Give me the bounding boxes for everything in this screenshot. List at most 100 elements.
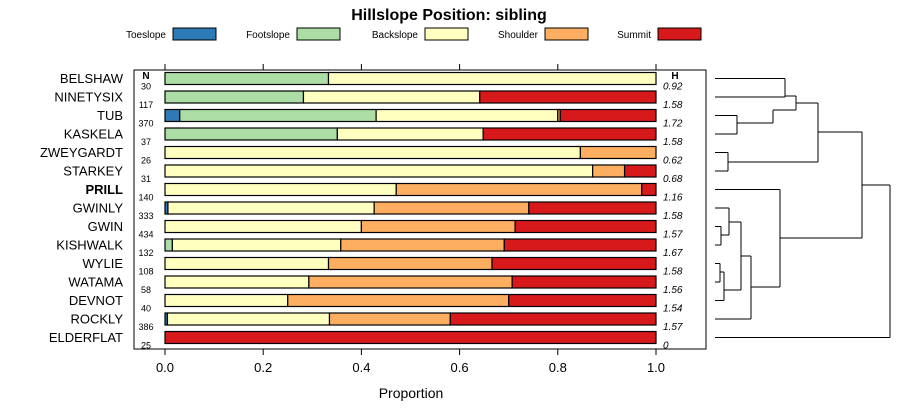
bar-segment-shoulder — [395, 182, 643, 197]
bar-segment-backslope — [336, 127, 484, 141]
bar-segment-summit — [491, 256, 657, 271]
row-label: GWINLY — [73, 201, 124, 216]
bar-segment-backslope — [164, 164, 594, 178]
n-value: 140 — [138, 193, 153, 203]
bar-segment-backslope — [327, 71, 657, 86]
bar-segment-shoulder — [308, 275, 513, 289]
bar-row: KASKELA 37 1.58 — [64, 127, 683, 149]
bar-segment-summit — [164, 330, 657, 345]
row-label: STARKEY — [63, 164, 123, 179]
legend-label-footslope: Footslope — [246, 30, 290, 41]
row-label: ZWEYGARDT — [40, 145, 123, 160]
bar-segment-shoulder — [373, 201, 530, 215]
n-value: 31 — [141, 174, 151, 184]
n-value: 117 — [139, 100, 153, 110]
n-value: 386 — [138, 322, 153, 332]
bar-segment-shoulder — [287, 293, 510, 308]
row-label: BELSHAW — [60, 71, 124, 86]
bar-segment-backslope — [164, 182, 397, 197]
column-headers: N H — [142, 71, 678, 82]
bar-segment-backslope — [166, 312, 331, 326]
dendrogram — [715, 78, 891, 338]
bar-row: ELDERFLAT 25 0 — [49, 330, 669, 352]
h-value: 0.92 — [663, 82, 683, 93]
row-label: GWIN — [88, 219, 123, 234]
x-axis: 0.0 0.2 0.4 0.6 0.8 1.0 — [156, 64, 665, 375]
plot-frame — [133, 69, 707, 350]
row-label: PRILL — [85, 182, 123, 197]
bar-segment-summit — [514, 219, 657, 234]
h-value: 0.68 — [663, 174, 683, 185]
bar-segment-shoulder — [327, 256, 493, 271]
n-value: 40 — [141, 304, 151, 314]
h-value: 0 — [663, 341, 669, 352]
bar-row: DEVNOT 40 1.54 — [69, 293, 683, 315]
row-label: KISHWALK — [56, 238, 123, 253]
bar-segment-summit — [508, 293, 657, 308]
legend-label-shoulder: Shoulder — [498, 30, 539, 41]
bar-row: PRILL 140 1.16 — [85, 182, 682, 204]
n-value: 25 — [141, 341, 151, 351]
x-axis-label: Proportion — [379, 385, 444, 401]
bar-segment-backslope — [164, 275, 310, 289]
bar-row: BELSHAW 30 0.92 — [60, 71, 683, 93]
bar-segment-shoulder — [328, 312, 451, 326]
n-value: 26 — [141, 156, 151, 166]
legend-swatch-toeslope — [172, 27, 217, 41]
n-value: 108 — [138, 267, 153, 277]
bar-row: TUB 370 1.72 — [97, 108, 683, 130]
bar-row: WATAMA 58 1.56 — [68, 275, 683, 297]
h-value: 1.16 — [663, 193, 683, 204]
row-label: ELDERFLAT — [49, 330, 123, 345]
bar-row: GWIN 434 1.57 — [88, 219, 683, 241]
row-label: NINETYSIX — [54, 90, 123, 105]
bar-row: ZWEYGARDT 26 0.62 — [40, 145, 683, 167]
bar-segment-footslope — [164, 238, 173, 252]
n-value: 132 — [138, 248, 153, 258]
bar-segment-backslope — [375, 108, 559, 123]
bar-row: NINETYSIX 117 1.58 — [54, 90, 683, 112]
bar-row: WYLIE 108 1.58 — [83, 256, 683, 278]
legend-label-toeslope: Toeslope — [126, 30, 166, 41]
bar-segment-summit — [482, 127, 657, 141]
bar-segment-summit — [641, 182, 657, 197]
legend-swatch-summit — [657, 27, 702, 41]
row-label: DEVNOT — [69, 293, 123, 308]
row-label: TUB — [97, 108, 123, 123]
x-tick-label: 0.4 — [352, 360, 370, 375]
bar-segment-summit — [623, 164, 657, 178]
legend-swatch-footslope — [296, 27, 341, 41]
bar-row: KISHWALK 132 1.67 — [56, 238, 683, 260]
h-header: H — [671, 71, 678, 82]
row-label: ROCKLY — [71, 312, 124, 327]
h-value: 1.58 — [663, 100, 683, 111]
bar-segment-summit — [528, 201, 657, 215]
bar-segment-summit — [503, 238, 657, 252]
bar-segment-shoulder — [579, 145, 657, 160]
h-value: 1.67 — [663, 248, 683, 259]
legend-label-summit: Summit — [617, 30, 651, 41]
bar-segment-shoulder — [340, 238, 505, 252]
h-value: 1.58 — [663, 211, 683, 222]
bar-row: STARKEY 31 0.68 — [63, 164, 683, 186]
row-label: KASKELA — [64, 127, 124, 142]
bar-segment-backslope — [302, 90, 481, 104]
bar-segment-backslope — [164, 219, 362, 234]
bar-segment-backslope — [171, 238, 342, 252]
legend-label-backslope: Backslope — [372, 30, 419, 41]
h-value: 1.58 — [663, 267, 683, 278]
n-value: 37 — [141, 137, 151, 147]
h-value: 1.58 — [663, 137, 683, 148]
bar-segment-footslope — [164, 71, 330, 86]
row-label: WYLIE — [83, 256, 124, 271]
legend: Toeslope Footslope Backslope Shoulder Summit — [126, 27, 702, 41]
bar-row: ROCKLY 386 1.57 — [71, 312, 683, 334]
bar-segment-summit — [449, 312, 657, 326]
bar-segment-summit — [559, 108, 657, 123]
n-value: 333 — [138, 211, 153, 221]
bar-segment-footslope — [164, 90, 305, 104]
h-value: 1.54 — [663, 304, 683, 315]
x-tick-label: 0.8 — [549, 360, 567, 375]
h-value: 1.57 — [663, 322, 683, 333]
